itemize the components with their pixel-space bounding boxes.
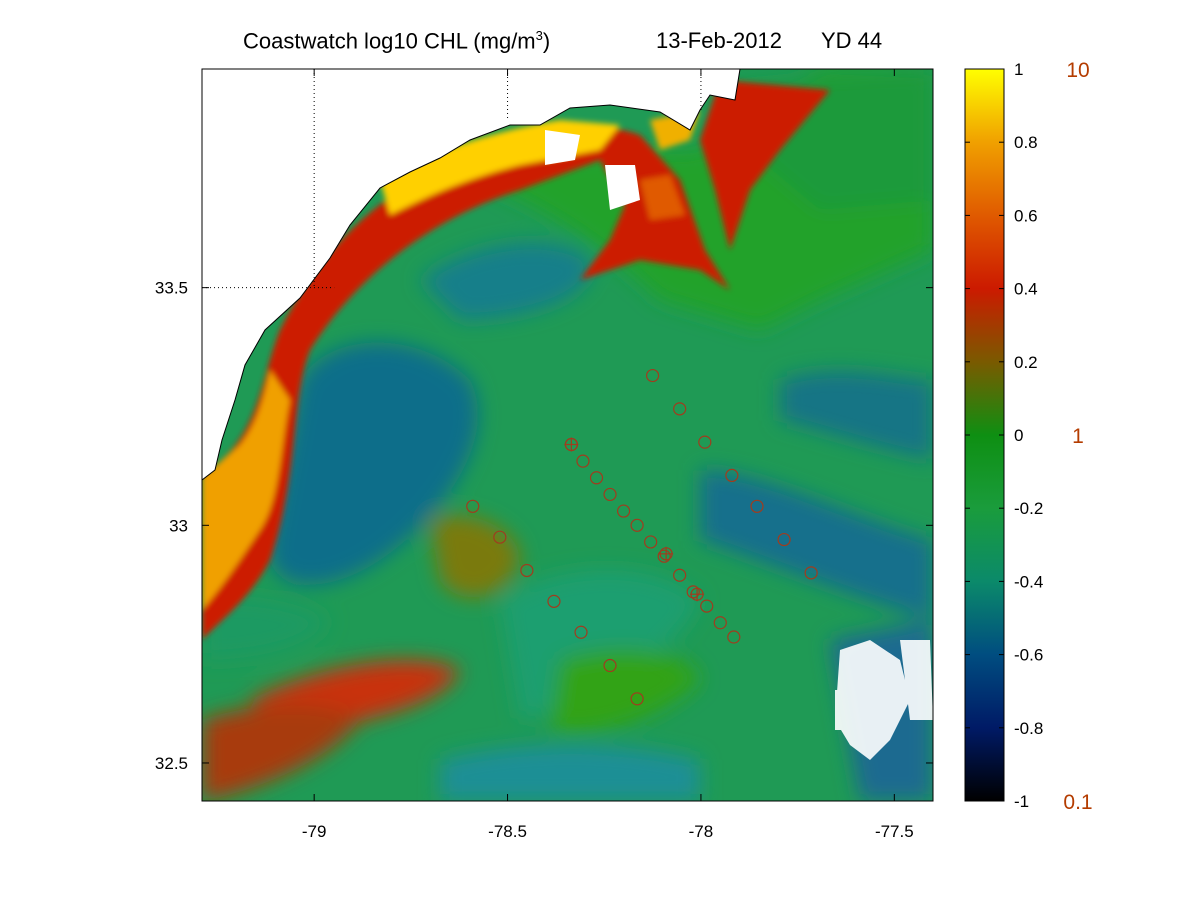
station-circle [673, 402, 687, 416]
lon-tick-label: -78 [689, 822, 714, 841]
colorbar-tick-label: 0.6 [1014, 206, 1038, 225]
colorbar-tick-label: -0.6 [1014, 646, 1043, 665]
map-axis-ticks [202, 69, 933, 801]
station-circle [645, 368, 660, 383]
title-date: 13-Feb-2012 [656, 28, 782, 53]
station-circle [644, 535, 658, 549]
station-circle [727, 630, 741, 644]
chlorophyll-field [202, 69, 933, 801]
station-circle [589, 471, 604, 485]
colorbar-linear-label: 0.1 [1063, 791, 1092, 814]
colorbar-tick-label: -1 [1014, 792, 1029, 811]
station-circle [616, 504, 631, 518]
colorbar-tick-label: 0 [1014, 426, 1023, 445]
station-circle [547, 594, 561, 608]
station-circle [698, 435, 712, 449]
station-cross [659, 546, 674, 561]
colorbar-tick-label: -0.2 [1014, 499, 1043, 518]
inlet-blanks [545, 130, 640, 210]
colorbar-labels: 1 0.8 0.6 0.4 0.2 0 -0.2 -0.4 -0.6 -0.8 -1 [1014, 60, 1043, 811]
lat-tick-label: 33 [169, 516, 188, 535]
colorbar-linear-label: 1 [1072, 425, 1084, 448]
colorbar-ticks [965, 68, 1004, 802]
station-circle [700, 599, 714, 613]
map-axis-labels: -79 -78.5 -78 -77.5 33.5 33 32.5 [155, 279, 914, 841]
station-circle [725, 468, 739, 483]
lat-tick-label: 32.5 [155, 754, 188, 773]
station-cross [690, 587, 705, 602]
coastal-bloom [202, 80, 830, 641]
lat-tick-label: 33.5 [155, 279, 188, 298]
station-circle [520, 563, 534, 578]
station-circle [576, 454, 590, 468]
station-circle [777, 532, 791, 547]
colorbar-linear-labels: 10 1 0.1 [1063, 59, 1092, 814]
station-circle [673, 568, 687, 582]
station-circle [603, 487, 617, 502]
colorbar-tick-label: 1 [1014, 60, 1023, 79]
station-markers [466, 368, 818, 706]
map-frame [201, 68, 934, 802]
colorbar-tick-label: 0.4 [1014, 280, 1038, 299]
lon-tick-label: -79 [302, 822, 327, 841]
station-circle [493, 530, 507, 544]
lon-tick-label: -77.5 [875, 822, 914, 841]
colorbar [964, 68, 1005, 802]
title-yearday: YD 44 [821, 28, 883, 53]
colorbar-tick-label: 0.8 [1014, 133, 1038, 152]
title-variable: Coastwatch log10 CHL (mg/m3) [243, 28, 551, 54]
station-circle [603, 658, 617, 673]
colorbar-linear-label: 10 [1066, 59, 1089, 82]
lon-tick-label: -78.5 [488, 822, 527, 841]
colorbar-tick-label: -0.4 [1014, 572, 1043, 591]
station-circle [804, 566, 818, 580]
station-circle [630, 692, 644, 706]
station-circle [574, 625, 588, 639]
colorbar-tick-label: -0.8 [1014, 719, 1043, 738]
station-circle [713, 616, 727, 630]
figure-title: Coastwatch log10 CHL (mg/m3) 13-Feb-2012… [0, 28, 1200, 58]
cloud-gaps [835, 640, 933, 760]
station-circle [630, 518, 644, 532]
station-circle [657, 549, 671, 563]
station-circle [750, 499, 764, 513]
station-circle [466, 499, 480, 513]
station-circle [686, 585, 700, 599]
colorbar-tick-label: 0.2 [1014, 353, 1038, 372]
station-cross [564, 437, 579, 452]
lat-lon-grid [202, 69, 702, 289]
land [202, 69, 741, 481]
